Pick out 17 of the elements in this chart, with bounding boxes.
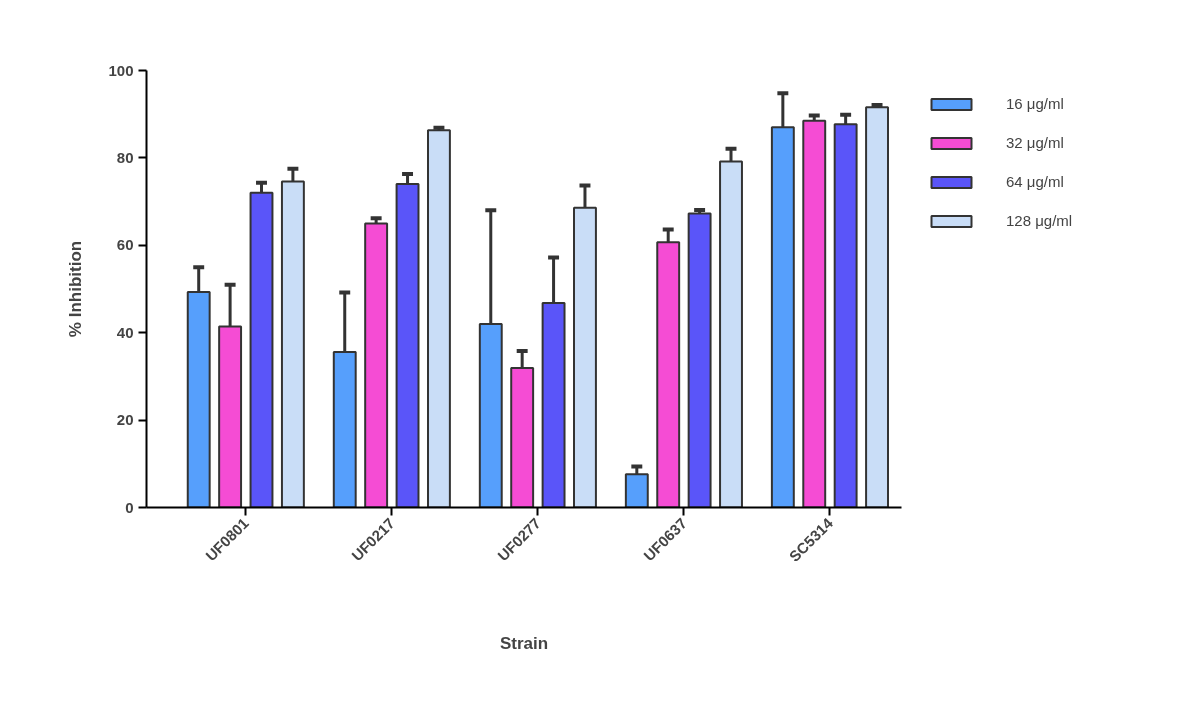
y-axis-title: % Inhibition — [66, 240, 86, 338]
legend-label: 32 μg/ml — [1006, 134, 1064, 151]
legend-label: 128 μg/ml — [1006, 212, 1073, 229]
y-tick-label: 100 — [108, 61, 134, 79]
y-tick-label: 60 — [116, 236, 134, 254]
bar — [364, 222, 389, 508]
legend-label: 16 μg/ml — [1006, 95, 1064, 112]
x-axis-title: Strain — [499, 633, 549, 653]
bar — [426, 129, 451, 508]
y-tick-label: 40 — [116, 323, 134, 341]
y-tick-label: 0 — [125, 498, 134, 516]
legend-label: 64 μg/ml — [1006, 173, 1064, 190]
y-tick-label: 20 — [116, 411, 134, 429]
bar — [802, 119, 827, 508]
bar — [865, 106, 889, 508]
bar — [687, 212, 712, 508]
y-tick-label: 80 — [116, 148, 134, 166]
